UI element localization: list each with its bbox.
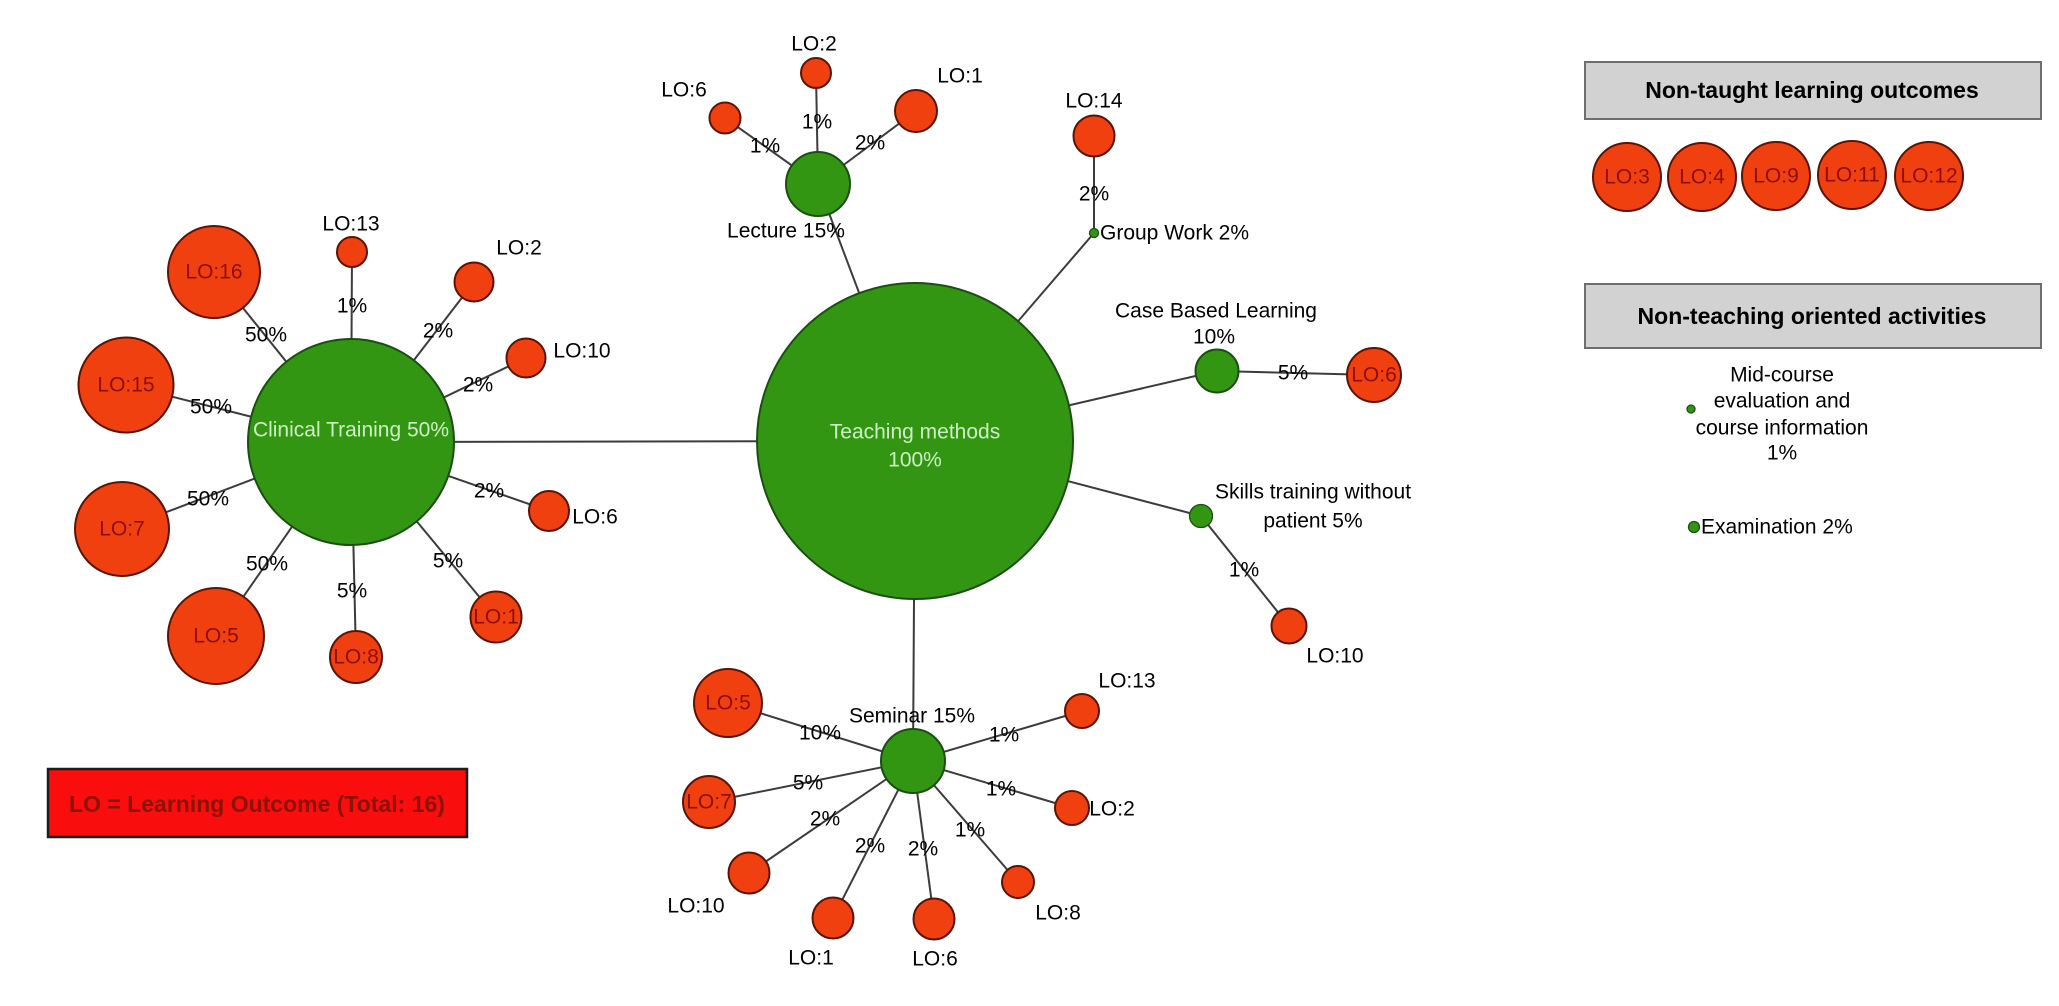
svg-text:LO:16: LO:16 bbox=[185, 261, 242, 284]
svg-text:LO:5: LO:5 bbox=[705, 692, 751, 715]
svg-text:2%: 2% bbox=[463, 374, 493, 397]
svg-text:LO:6: LO:6 bbox=[912, 948, 958, 971]
svg-text:LO = Learning Outcome (Total:: LO = Learning Outcome (Total: 16) bbox=[69, 791, 445, 817]
svg-text:LO:8: LO:8 bbox=[1035, 902, 1081, 925]
svg-text:2%: 2% bbox=[908, 838, 938, 861]
svg-text:5%: 5% bbox=[337, 580, 367, 603]
svg-text:Skills training without: Skills training without bbox=[1215, 481, 1411, 504]
svg-text:LO:8: LO:8 bbox=[333, 646, 379, 669]
svg-text:2%: 2% bbox=[423, 320, 453, 343]
svg-text:LO:7: LO:7 bbox=[686, 791, 732, 814]
svg-text:LO:1: LO:1 bbox=[788, 947, 834, 970]
svg-text:1%: 1% bbox=[750, 135, 780, 158]
svg-text:Non-teaching oriented activiti: Non-teaching oriented activities bbox=[1638, 303, 1987, 329]
svg-text:Teaching methods: Teaching methods bbox=[830, 421, 1000, 444]
svg-text:Clinical Training 50%: Clinical Training 50% bbox=[253, 419, 449, 442]
svg-text:2%: 2% bbox=[474, 480, 504, 503]
svg-text:50%: 50% bbox=[246, 553, 288, 576]
svg-text:LO:10: LO:10 bbox=[667, 895, 724, 918]
svg-text:Seminar 15%: Seminar 15% bbox=[849, 705, 975, 728]
svg-text:course information: course information bbox=[1696, 417, 1869, 440]
svg-text:LO:13: LO:13 bbox=[1098, 670, 1155, 693]
svg-text:LO:2: LO:2 bbox=[1089, 798, 1135, 821]
svg-text:evaluation and: evaluation and bbox=[1714, 390, 1851, 413]
svg-text:2%: 2% bbox=[810, 808, 840, 831]
svg-text:1%: 1% bbox=[986, 778, 1016, 801]
svg-text:LO:9: LO:9 bbox=[1753, 165, 1799, 188]
svg-text:Case Based Learning: Case Based Learning bbox=[1115, 300, 1317, 323]
svg-text:2%: 2% bbox=[1079, 183, 1109, 206]
svg-text:Mid-course: Mid-course bbox=[1730, 364, 1834, 387]
svg-text:2%: 2% bbox=[855, 835, 885, 858]
svg-text:1%: 1% bbox=[802, 111, 832, 134]
svg-text:LO:6: LO:6 bbox=[661, 79, 707, 102]
svg-text:LO:10: LO:10 bbox=[1306, 645, 1363, 668]
svg-text:10%: 10% bbox=[1193, 326, 1235, 349]
svg-text:10%: 10% bbox=[799, 722, 841, 745]
svg-text:LO:1: LO:1 bbox=[937, 65, 983, 88]
svg-text:Lecture 15%: Lecture 15% bbox=[727, 220, 845, 243]
svg-text:1%: 1% bbox=[955, 819, 985, 842]
svg-text:50%: 50% bbox=[245, 324, 287, 347]
svg-text:LO:6: LO:6 bbox=[1351, 364, 1397, 387]
svg-text:LO:4: LO:4 bbox=[1679, 166, 1725, 189]
svg-text:Group Work 2%: Group Work 2% bbox=[1100, 222, 1249, 245]
svg-text:2%: 2% bbox=[855, 132, 885, 155]
svg-text:LO:12: LO:12 bbox=[1900, 165, 1957, 188]
svg-text:5%: 5% bbox=[1278, 362, 1308, 385]
svg-text:LO:2: LO:2 bbox=[791, 33, 837, 56]
svg-text:5%: 5% bbox=[793, 772, 823, 795]
svg-text:LO:11: LO:11 bbox=[1824, 164, 1880, 187]
svg-text:patient 5%: patient 5% bbox=[1263, 510, 1362, 533]
svg-text:LO:7: LO:7 bbox=[99, 518, 145, 541]
svg-text:LO:15: LO:15 bbox=[97, 374, 154, 397]
svg-text:LO:1: LO:1 bbox=[473, 606, 519, 629]
svg-text:Non-taught learning outcomes: Non-taught learning outcomes bbox=[1645, 77, 1979, 103]
svg-text:1%: 1% bbox=[1229, 559, 1259, 582]
svg-text:LO:14: LO:14 bbox=[1065, 90, 1123, 113]
svg-text:LO:3: LO:3 bbox=[1604, 166, 1650, 189]
svg-text:LO:6: LO:6 bbox=[572, 506, 618, 529]
svg-text:LO:2: LO:2 bbox=[496, 237, 542, 260]
svg-text:50%: 50% bbox=[187, 488, 229, 511]
svg-text:LO:10: LO:10 bbox=[553, 340, 610, 363]
svg-text:LO:13: LO:13 bbox=[322, 213, 379, 236]
svg-text:5%: 5% bbox=[433, 550, 463, 573]
svg-text:Examination 2%: Examination 2% bbox=[1701, 516, 1853, 539]
svg-text:50%: 50% bbox=[190, 396, 232, 419]
svg-text:1%: 1% bbox=[989, 724, 1019, 747]
svg-text:100%: 100% bbox=[888, 449, 942, 472]
svg-text:LO:5: LO:5 bbox=[193, 625, 239, 648]
svg-text:1%: 1% bbox=[1767, 442, 1797, 465]
svg-text:1%: 1% bbox=[337, 295, 367, 318]
